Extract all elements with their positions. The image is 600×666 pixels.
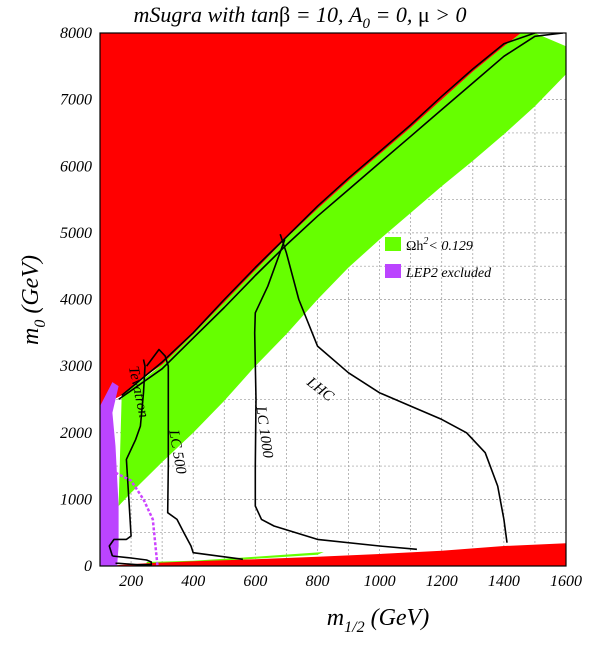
legend-label-relic: Ωh2< 0.129 — [406, 236, 473, 254]
contour-band-centre — [118, 33, 563, 401]
x-tick-label: 1400 — [488, 573, 520, 590]
y-tick-label: 6000 — [60, 158, 92, 175]
lep2-excluded-region — [100, 382, 119, 566]
x-tick-label: 1600 — [550, 573, 582, 590]
legend: Ωh2< 0.129 LEP2 excluded — [385, 236, 492, 281]
legend-swatch-relic — [385, 237, 401, 251]
y-tick-label: 8000 — [60, 25, 92, 42]
y-tick-label: 4000 — [60, 292, 92, 309]
contour-lines — [108, 33, 563, 566]
x-tick-label: 1000 — [364, 573, 396, 590]
excluded-region-upper — [100, 33, 521, 407]
y-tick-label: 0 — [84, 558, 92, 575]
contour-label: LC 1000 — [252, 404, 275, 459]
contour-label: LC 500 — [165, 428, 189, 476]
x-tick-label: 400 — [181, 573, 205, 590]
contour-tevatron — [108, 359, 146, 557]
legend-swatch-lep2 — [385, 264, 401, 278]
y-tick-label: 1000 — [60, 491, 92, 508]
regions — [100, 33, 566, 566]
relic-density-band — [118, 33, 566, 506]
contour-lc-500 — [145, 348, 244, 561]
plot-frame — [99, 32, 567, 567]
y-tick-label: 7000 — [60, 92, 92, 109]
legend-label-lep2: LEP2 excluded — [405, 266, 492, 281]
contour-lc-1000 — [253, 239, 417, 551]
y-tick-label: 5000 — [60, 225, 92, 242]
x-tick-label: 1200 — [426, 573, 458, 590]
y-tick-label: 3000 — [59, 358, 92, 375]
excluded-region-lower — [115, 543, 566, 566]
contour-lhc — [279, 233, 508, 543]
contour-upper-band-edge — [121, 33, 536, 397]
y-tick-label: 2000 — [60, 425, 92, 442]
y-axis-label: m0 (GeV) — [18, 255, 49, 345]
contour-tevatron-lower — [112, 555, 153, 566]
x-tick-label: 800 — [305, 573, 329, 590]
x-axis-label: m1/2 (GeV) — [327, 605, 429, 636]
x-tick-label: 600 — [243, 573, 267, 590]
axis-ticks: 200 400 600 800 1000 1200 1400 1600 0 1000 2000 300… — [59, 25, 582, 590]
x-tick-label: 200 — [119, 573, 143, 590]
chart-title: mSugra with tanβ = 10, A0 = 0, μ > 0 — [134, 2, 467, 32]
contour-lep2-boundary — [114, 471, 159, 566]
